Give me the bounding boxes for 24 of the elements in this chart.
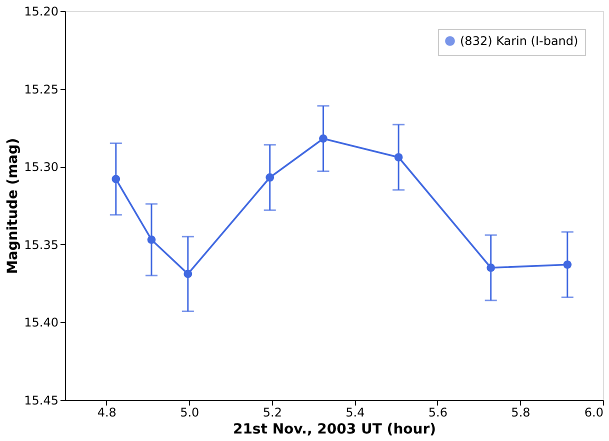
x-tick-label: 5.2	[262, 406, 282, 420]
x-axis-title: 21st Nov., 2003 UT (hour)	[232, 422, 436, 438]
y-tick-label: 15.20	[24, 4, 58, 18]
point	[184, 270, 192, 278]
y-tick-label: 15.25	[24, 82, 58, 96]
x-tick-label: 5.8	[511, 406, 530, 420]
x-tick-label: 5.4	[346, 406, 365, 420]
y-tick-label: 15.45	[24, 394, 58, 408]
legend-label: (832) Karin (I-band)	[460, 34, 578, 48]
x-tick-label: 5.0	[180, 406, 200, 420]
y-tick-label: 15.35	[24, 238, 58, 252]
y-tick-label: 15.40	[24, 316, 58, 330]
x-tick-label: 4.8	[97, 406, 116, 420]
y-tick-label: 15.30	[24, 160, 58, 174]
point	[112, 174, 120, 184]
y-axis-title: Magnitude (mag)	[5, 138, 22, 274]
x-tick-label: 5.6	[428, 406, 448, 420]
point	[266, 173, 274, 182]
point	[319, 134, 328, 143]
point	[394, 153, 403, 162]
point	[147, 236, 156, 244]
x-tick-label: 6.0	[584, 406, 604, 420]
point	[563, 260, 572, 269]
point	[486, 264, 496, 272]
